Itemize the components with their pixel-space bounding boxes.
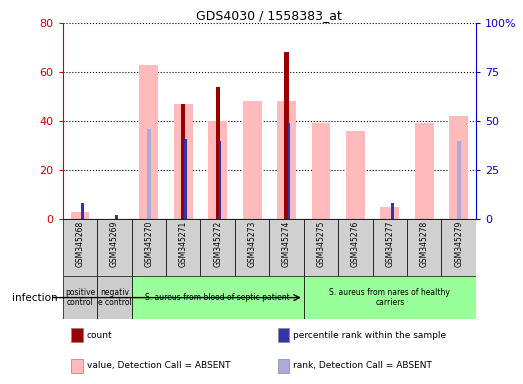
Bar: [147, 129, 151, 219]
Bar: [312, 123, 331, 219]
Bar: [415, 123, 434, 219]
Bar: [97, 219, 132, 276]
Text: GSM345278: GSM345278: [420, 220, 429, 267]
Text: GSM345271: GSM345271: [179, 220, 188, 267]
Text: GSM345269: GSM345269: [110, 220, 119, 267]
Bar: [200, 219, 235, 276]
Text: GSM345272: GSM345272: [213, 220, 222, 267]
Bar: [380, 207, 400, 219]
Bar: [71, 328, 83, 342]
Bar: [277, 101, 296, 219]
Bar: [407, 219, 441, 276]
Title: GDS4030 / 1558383_at: GDS4030 / 1558383_at: [197, 9, 342, 22]
Bar: [235, 219, 269, 276]
Text: S. aureus from blood of septic patient: S. aureus from blood of septic patient: [145, 293, 290, 302]
Bar: [278, 328, 289, 342]
Text: GSM345273: GSM345273: [247, 220, 257, 267]
Bar: [215, 87, 220, 219]
Bar: [181, 104, 185, 219]
Text: GSM345270: GSM345270: [144, 220, 153, 267]
Text: percentile rank within the sample: percentile rank within the sample: [293, 331, 447, 339]
Text: GSM345275: GSM345275: [316, 220, 325, 267]
Bar: [338, 219, 372, 276]
Text: rank, Detection Call = ABSENT: rank, Detection Call = ABSENT: [293, 361, 432, 370]
Bar: [116, 215, 118, 219]
Text: value, Detection Call = ABSENT: value, Detection Call = ABSENT: [87, 361, 230, 370]
Text: positive
control: positive control: [65, 288, 95, 307]
Text: count: count: [87, 331, 112, 339]
Text: GSM345268: GSM345268: [75, 220, 85, 267]
Bar: [288, 123, 290, 219]
Text: GSM345277: GSM345277: [385, 220, 394, 267]
Text: infection: infection: [12, 293, 58, 303]
Bar: [71, 359, 83, 373]
Bar: [269, 219, 304, 276]
Bar: [184, 139, 187, 219]
Text: negativ
e control: negativ e control: [97, 288, 131, 307]
Bar: [174, 104, 193, 219]
Bar: [346, 131, 365, 219]
Text: GSM345279: GSM345279: [454, 220, 463, 267]
Bar: [285, 53, 289, 219]
Bar: [391, 203, 394, 219]
Bar: [278, 359, 289, 373]
Bar: [63, 219, 97, 276]
Bar: [63, 276, 97, 319]
Bar: [97, 276, 132, 319]
Bar: [243, 101, 262, 219]
Bar: [132, 219, 166, 276]
Bar: [81, 203, 84, 219]
Bar: [219, 141, 221, 219]
Bar: [208, 121, 227, 219]
Bar: [71, 212, 89, 219]
Bar: [166, 219, 200, 276]
Bar: [449, 116, 468, 219]
Bar: [441, 219, 476, 276]
Text: GSM345276: GSM345276: [351, 220, 360, 267]
Bar: [132, 276, 304, 319]
Text: S. aureus from nares of healthy
carriers: S. aureus from nares of healthy carriers: [329, 288, 450, 307]
Bar: [372, 219, 407, 276]
Bar: [457, 141, 461, 219]
Text: GSM345274: GSM345274: [282, 220, 291, 267]
Bar: [304, 219, 338, 276]
Bar: [139, 65, 158, 219]
Bar: [304, 276, 476, 319]
